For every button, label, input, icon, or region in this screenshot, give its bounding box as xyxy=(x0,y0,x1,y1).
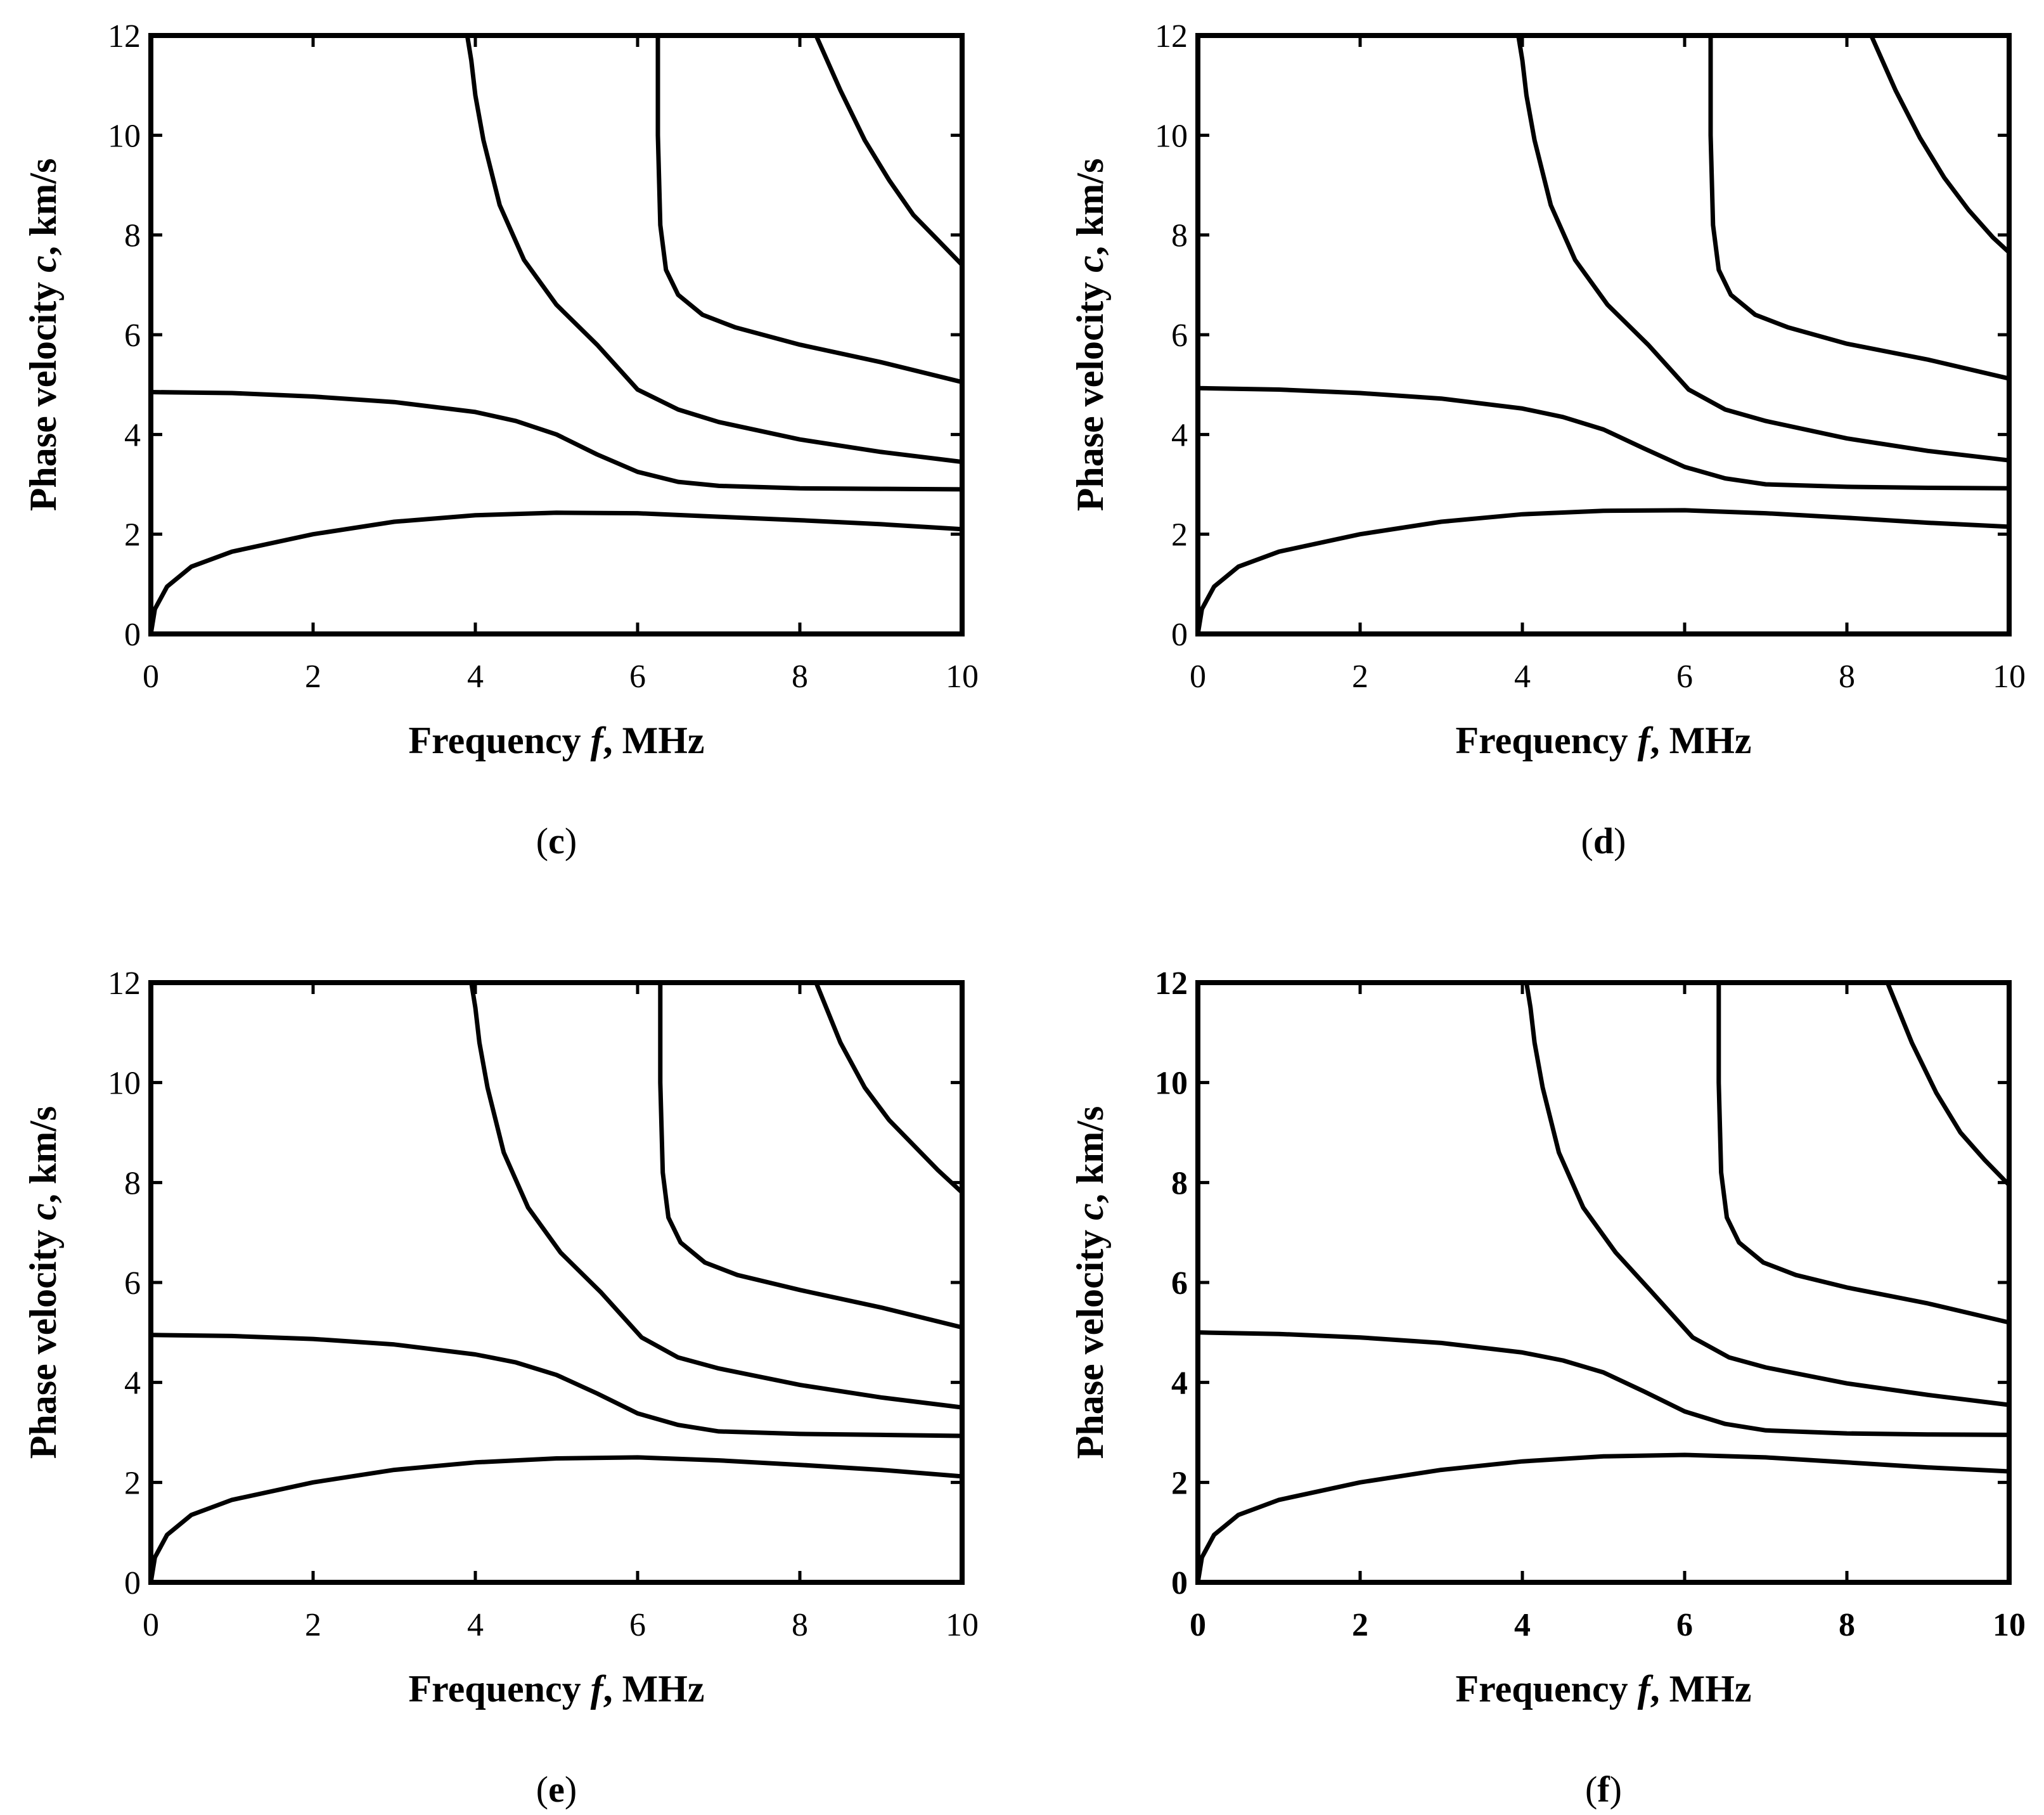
y-tick-label: 8 xyxy=(124,1165,141,1201)
series-line-3 xyxy=(1524,980,2012,1407)
y-axis-title: Phase velocity c, km/s xyxy=(22,158,64,512)
y-tick-label: 10 xyxy=(1155,1066,1188,1102)
x-tick-label: 10 xyxy=(946,1607,979,1643)
x-tick-label: 8 xyxy=(792,1607,808,1643)
x-tick-label: 6 xyxy=(629,659,646,695)
y-tick-label: 8 xyxy=(1171,1165,1188,1201)
panel-label: (f) xyxy=(1585,1769,1622,1810)
x-tick-label: 6 xyxy=(629,1607,646,1643)
y-tick-label: 0 xyxy=(1171,1565,1188,1601)
y-tick-label: 4 xyxy=(1171,417,1188,453)
panel-label: (c) xyxy=(536,820,577,862)
series-line-4 xyxy=(655,33,965,385)
x-tick-label: 6 xyxy=(1676,1607,1693,1643)
y-tick-label: 6 xyxy=(124,1265,141,1302)
y-tick-label: 2 xyxy=(124,517,141,553)
series-line-1 xyxy=(1195,1452,2012,1585)
y-tick-label: 2 xyxy=(124,1465,141,1501)
y-tick-label: 12 xyxy=(1155,966,1188,1002)
series-line-3 xyxy=(1516,33,2012,463)
x-tick-label: 4 xyxy=(467,659,484,695)
x-tick-label: 6 xyxy=(1676,659,1693,695)
y-tick-label: 10 xyxy=(108,118,141,154)
x-axis-title: Frequency f, MHz xyxy=(408,720,704,761)
series-line-1 xyxy=(1195,508,2012,636)
series-line-3 xyxy=(465,33,965,465)
y-tick-label: 2 xyxy=(1171,517,1188,553)
x-tick-label: 2 xyxy=(305,1607,321,1643)
y-tick-label: 6 xyxy=(124,318,141,354)
y-tick-label: 6 xyxy=(1171,318,1188,354)
x-tick-label: 8 xyxy=(1839,659,1855,695)
x-tick-label: 2 xyxy=(1352,1607,1368,1643)
series-line-4 xyxy=(1716,980,2012,1325)
y-tick-label: 0 xyxy=(124,1565,141,1601)
x-tick-label: 10 xyxy=(946,659,979,695)
x-tick-label: 4 xyxy=(1514,1607,1531,1643)
x-tick-label: 4 xyxy=(1514,659,1531,695)
series-line-2 xyxy=(1195,385,2012,491)
x-tick-label: 2 xyxy=(305,659,321,695)
series-line-5 xyxy=(814,33,965,268)
y-axis-title: Phase velocity c, km/s xyxy=(1069,1106,1111,1459)
y-tick-label: 4 xyxy=(1171,1366,1188,1402)
y-tick-label: 4 xyxy=(124,1366,141,1402)
chart-panel-e: 0 2 4 6 8 10 0 2 4 6 8 10 12 Frequency f, MHz Phase ve… xyxy=(22,966,979,1810)
y-tick-label: 2 xyxy=(1171,1465,1188,1501)
y-tick-label: 8 xyxy=(124,218,141,254)
chart-panel-d: 0 2 4 6 8 10 0 2 4 6 8 10 12 Frequency f, MHz Phase ve… xyxy=(1069,18,2026,862)
y-tick-label: 4 xyxy=(124,417,141,453)
x-tick-label: 8 xyxy=(792,659,808,695)
series-line-1 xyxy=(148,1455,965,1585)
y-axis-title: Phase velocity c, km/s xyxy=(1069,158,1111,512)
x-tick-label: 4 xyxy=(467,1607,484,1643)
x-tick-label: 2 xyxy=(1352,659,1368,695)
x-axis-title: Frequency f, MHz xyxy=(1455,1668,1751,1710)
series-line-2 xyxy=(1195,1330,2012,1437)
chart-panel-f: 0 2 4 6 8 10 0 2 4 6 8 10 12 Frequency f, MHz Phase ve… xyxy=(1069,966,2026,1810)
y-tick-label: 0 xyxy=(124,617,141,653)
series-line-4 xyxy=(1708,33,2012,381)
y-tick-label: 0 xyxy=(1171,617,1188,653)
y-tick-label: 12 xyxy=(108,966,141,1002)
series-line-5 xyxy=(1885,980,2012,1187)
series-line-4 xyxy=(658,980,965,1330)
x-tick-label: 10 xyxy=(1993,1607,2026,1643)
series-line-2 xyxy=(148,390,965,492)
x-tick-label: 0 xyxy=(143,659,159,695)
x-tick-label: 0 xyxy=(143,1607,159,1643)
y-axis-title: Phase velocity c, km/s xyxy=(22,1106,64,1459)
x-tick-label: 0 xyxy=(1190,659,1206,695)
x-axis-title: Frequency f, MHz xyxy=(408,1668,704,1710)
series-line-5 xyxy=(1868,33,2012,255)
y-tick-label: 12 xyxy=(108,18,141,55)
y-tick-label: 12 xyxy=(1155,18,1188,55)
series-line-2 xyxy=(148,1333,965,1438)
y-tick-label: 10 xyxy=(1155,118,1188,154)
x-tick-label: 8 xyxy=(1839,1607,1855,1643)
x-tick-label: 10 xyxy=(1993,659,2026,695)
series-line-1 xyxy=(148,510,965,636)
panel-label: (d) xyxy=(1581,820,1626,862)
x-axis-title: Frequency f, MHz xyxy=(1455,720,1751,761)
y-tick-label: 8 xyxy=(1171,218,1188,254)
y-tick-label: 10 xyxy=(108,1066,141,1102)
series-line-5 xyxy=(814,980,965,1195)
chart-panel-c: 0 2 4 6 8 10 0 2 4 6 8 10 12 Frequency f, MHz Phase ve… xyxy=(22,18,979,862)
y-tick-label: 6 xyxy=(1171,1265,1188,1302)
series-line-3 xyxy=(469,980,965,1410)
panel-label: (e) xyxy=(536,1769,577,1810)
x-tick-label: 0 xyxy=(1190,1607,1206,1643)
